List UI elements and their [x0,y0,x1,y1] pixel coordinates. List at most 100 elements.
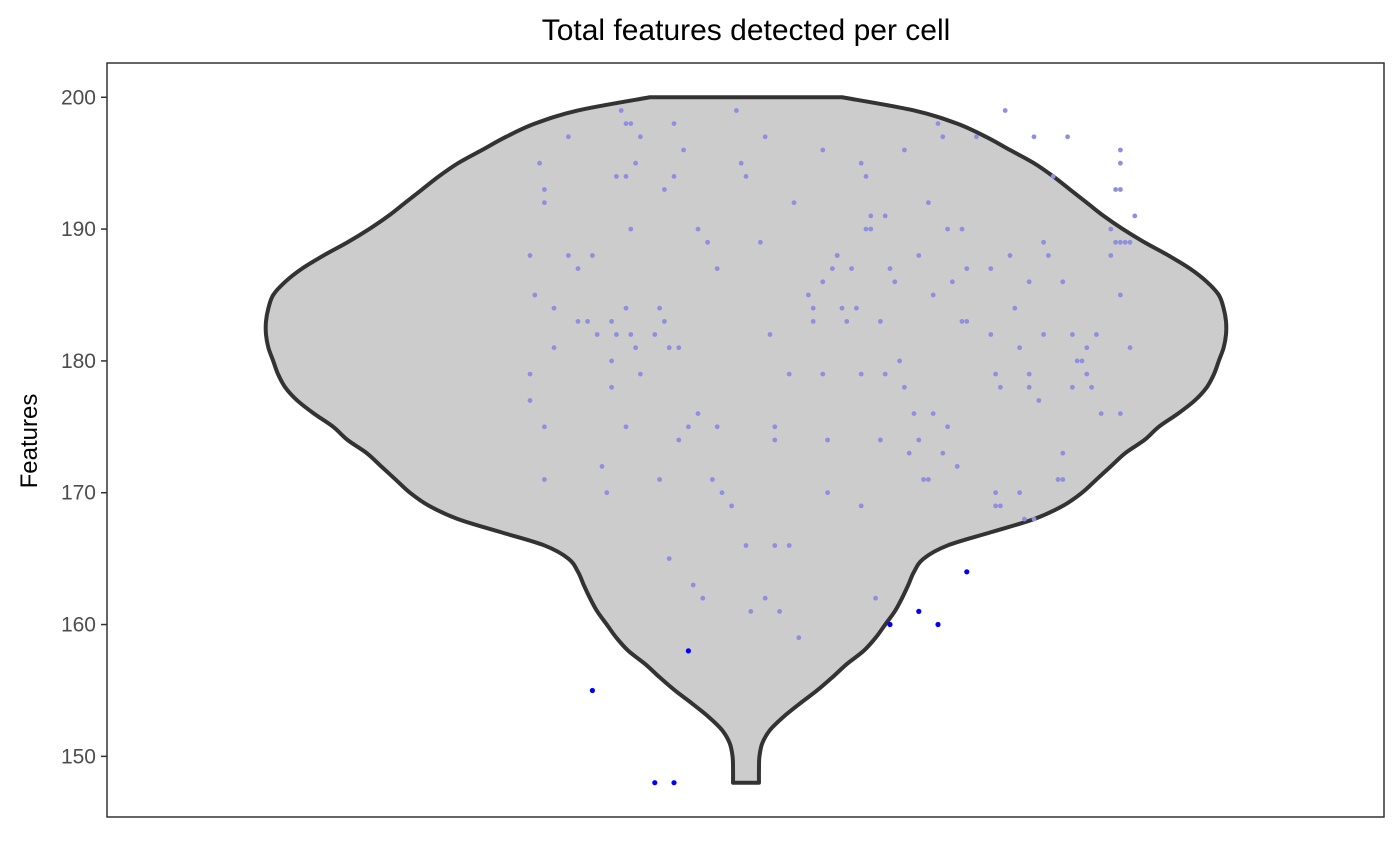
data-point [959,226,965,232]
data-point [897,358,902,364]
data-point [551,345,557,351]
data-point [1118,160,1123,166]
outlier-point [916,608,922,615]
data-point [652,332,658,337]
data-point [537,160,542,166]
data-point [623,424,629,430]
data-point [954,464,960,469]
data-point [786,543,792,548]
data-point [671,174,677,179]
data-point [863,226,869,232]
data-point [671,121,677,126]
data-point [551,305,557,311]
data-point [1122,239,1128,245]
data-point [810,319,816,324]
data-point [868,213,874,219]
data-point [695,226,701,232]
data-point [527,398,533,403]
data-point [902,384,907,390]
data-point [945,226,950,232]
data-point [1055,477,1061,482]
data-point [599,464,605,469]
data-point [940,450,946,456]
data-point [527,371,533,377]
data-point [532,292,538,298]
data-point [1060,279,1066,285]
data-point [633,345,638,351]
outlier-point [671,780,677,786]
outlier-point [652,780,658,786]
data-point [729,503,734,509]
data-point [1065,134,1070,140]
data-point [666,556,672,561]
data-point [623,121,629,126]
data-point [930,411,936,416]
data-point [820,371,826,377]
data-point [743,174,749,179]
data-point [623,305,629,311]
data-point [604,490,610,496]
data-point [791,200,797,206]
data-point [878,319,883,324]
data-point [839,305,845,311]
data-point [1098,411,1104,416]
data-point [1118,292,1123,298]
data-point [1026,371,1032,377]
data-point [762,134,768,140]
outlier-point [685,648,692,654]
data-point [767,332,773,337]
data-point [868,226,874,232]
data-point [854,305,859,311]
data-point [638,371,643,377]
data-point [863,174,869,179]
data-point [1070,332,1075,337]
data-point [1132,213,1138,219]
data-point [1118,187,1123,192]
data-point [700,595,706,601]
data-point [738,160,744,166]
data-point [1079,358,1085,364]
data-point [993,371,998,377]
data-point [926,200,931,206]
data-point [1113,239,1118,245]
data-point [810,305,816,311]
data-point [594,332,600,337]
y-tick-label: 180 [61,350,96,373]
data-point [998,503,1003,509]
data-point [1026,279,1032,285]
data-point [777,609,782,614]
data-point [834,253,840,258]
data-point [590,253,595,258]
data-point [662,187,667,192]
data-point [820,279,826,285]
data-point [998,384,1003,390]
data-point [916,253,922,258]
data-point [1127,239,1133,245]
data-point [710,477,715,482]
data-point [825,437,830,443]
data-point [566,134,571,140]
data-point [714,424,720,430]
data-point [662,319,667,324]
data-point [1007,253,1013,258]
data-point [762,595,768,601]
data-point [1070,384,1075,390]
data-point [614,332,619,337]
data-point [575,319,581,324]
y-tick-label: 160 [61,614,96,637]
data-point [930,292,936,298]
data-point [705,239,710,245]
data-point [527,253,533,258]
data-point [1108,226,1114,232]
data-point [825,490,830,496]
chart-title: Total features detected per cell [542,14,951,47]
data-point [1017,345,1022,351]
data-point [1060,477,1066,482]
data-point [1084,371,1090,377]
data-point [1026,384,1032,390]
data-point [882,371,888,377]
data-point [959,319,965,324]
data-point [1022,516,1027,522]
data-point [950,279,955,285]
